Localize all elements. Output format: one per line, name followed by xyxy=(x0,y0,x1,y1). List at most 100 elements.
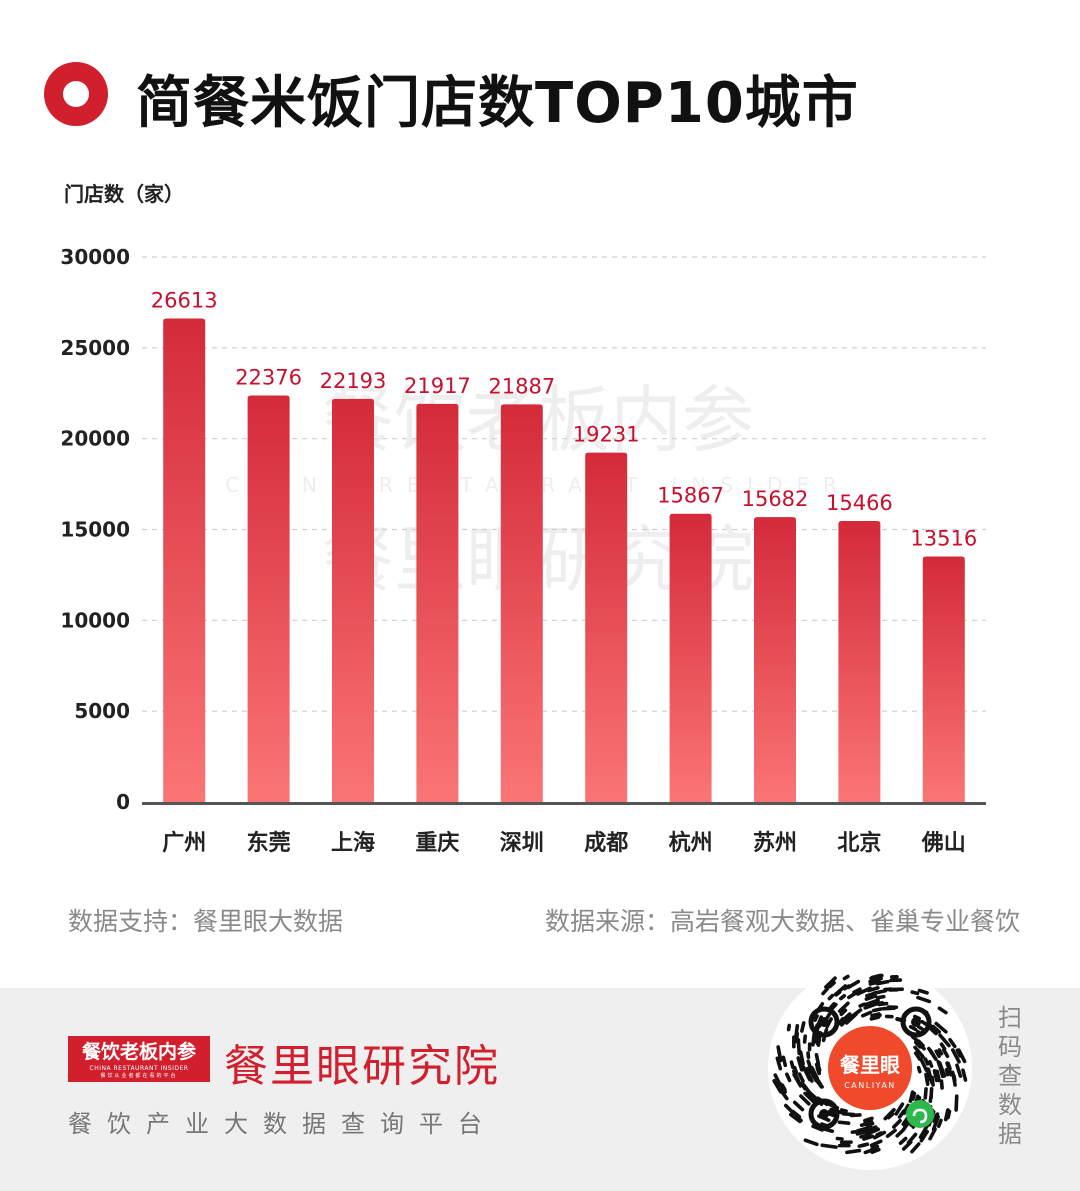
qr-dot xyxy=(833,984,848,997)
qr-dot xyxy=(929,1027,938,1036)
qr-dot xyxy=(938,1033,951,1048)
qr-dot xyxy=(785,1072,792,1083)
bar-3 xyxy=(416,403,459,802)
qr-dot xyxy=(798,1050,805,1066)
qr-dot xyxy=(935,1069,941,1083)
qr-dot xyxy=(875,994,886,1000)
x-tick-label-4: 深圳 xyxy=(500,831,544,856)
x-tick-label-7: 苏州 xyxy=(753,830,797,856)
qr-dot xyxy=(847,989,861,1000)
qr-dot xyxy=(913,1051,922,1061)
qr-dot xyxy=(859,1142,869,1148)
qr-dot xyxy=(796,1038,802,1056)
qr-dot xyxy=(800,1021,806,1033)
qr-dot xyxy=(908,1024,918,1032)
bar-9 xyxy=(922,556,965,802)
qr-dot xyxy=(943,1108,950,1122)
y-tick-label: 20000 xyxy=(60,427,130,451)
qr-dot xyxy=(946,1109,952,1120)
qr-dot xyxy=(837,1120,851,1125)
bar-5 xyxy=(585,452,628,802)
qr-dot xyxy=(821,987,830,996)
qr-dot xyxy=(858,1002,866,1008)
logo-cn: 餐饮老板内参 xyxy=(81,1041,196,1063)
qr-dot xyxy=(775,1056,783,1071)
qr-dot xyxy=(910,1142,921,1154)
qr-dot xyxy=(898,1136,908,1145)
qr-dot xyxy=(814,1053,821,1067)
qr-dot xyxy=(885,1128,897,1139)
qr-code-pattern: 餐里眼 CANLIYAN xyxy=(772,973,968,1155)
qr-dot xyxy=(869,973,884,981)
qr-dot xyxy=(859,1121,872,1128)
qr-dot xyxy=(871,1007,883,1013)
qr-dot xyxy=(792,1069,801,1083)
qr-dot xyxy=(860,1010,873,1018)
data-support-note: 数据支持：餐里眼大数据 xyxy=(68,907,344,936)
value-labels: 26613 22376 22193 21917 21887 19231 15867 15682… xyxy=(151,289,977,551)
qr-dot xyxy=(939,1079,944,1090)
page-title: 简餐米饭门店数TOP10城市 xyxy=(136,71,859,136)
bars xyxy=(163,318,965,802)
qr-dot xyxy=(872,988,888,996)
qr-dot xyxy=(827,993,835,1001)
qr-dot xyxy=(932,1069,939,1083)
bar-6 xyxy=(669,513,712,802)
qr-dot xyxy=(931,1115,940,1132)
qr-dot xyxy=(895,1128,905,1138)
qr-dot xyxy=(843,1012,852,1020)
qr-dot xyxy=(923,1057,930,1066)
qr-dot xyxy=(897,1109,906,1119)
qr-dot xyxy=(844,1012,858,1025)
y-ticks: 0 5000 10000 15000 20000 25000 30000 xyxy=(60,245,130,814)
qr-dot xyxy=(944,1067,950,1077)
qr-dot xyxy=(837,1016,845,1026)
brand-slogan: 餐饮产业大数据查询平台 xyxy=(68,1110,497,1138)
qr-dot xyxy=(938,1061,947,1078)
qr-dot xyxy=(805,1066,812,1075)
qr-dot xyxy=(870,1147,881,1154)
logo-en: CHINA RESTAURANT INSIDER xyxy=(89,1065,189,1072)
qr-dot xyxy=(828,1002,836,1011)
qr-dot xyxy=(934,1049,941,1059)
value-label-5: 19231 xyxy=(573,423,640,447)
value-label-2: 22193 xyxy=(320,369,387,393)
y-tick-label: 5000 xyxy=(74,699,130,723)
qr-dot xyxy=(791,1109,802,1119)
qr-code[interactable]: 餐里眼 CANLIYAN xyxy=(768,966,972,1170)
qr-dot xyxy=(927,1023,939,1033)
qr-dot xyxy=(908,1090,915,1103)
qr-dot xyxy=(780,1083,787,1092)
qr-dot xyxy=(845,1148,862,1155)
qr-dot xyxy=(839,1016,850,1027)
qr-dot xyxy=(869,1127,881,1135)
qr-dot xyxy=(773,1073,783,1088)
qr-dot xyxy=(919,1057,929,1072)
data-source-note: 数据来源：高岩餐观大数据、雀巢专业餐饮 xyxy=(544,907,1020,936)
qr-dot xyxy=(926,1067,934,1085)
qr-dot xyxy=(792,1065,799,1075)
qr-dot xyxy=(788,1112,802,1124)
qr-dot xyxy=(942,1048,950,1059)
y-tick-label: 25000 xyxy=(60,336,130,360)
qr-dot xyxy=(918,1124,929,1140)
qr-dot xyxy=(846,979,861,990)
value-label-6: 15867 xyxy=(657,484,724,508)
bar-2 xyxy=(332,398,374,802)
qr-dot xyxy=(913,1045,925,1059)
qr-dot xyxy=(917,988,929,995)
y-tick-label: 30000 xyxy=(60,245,130,269)
qr-dot xyxy=(955,1063,963,1078)
qr-dot xyxy=(951,1048,961,1064)
qr-dot xyxy=(815,1066,822,1076)
qr-dot xyxy=(863,998,880,1007)
value-label-9: 13516 xyxy=(910,526,977,550)
y-axis-label: 门店数（家） xyxy=(64,182,184,206)
title-ring-icon xyxy=(44,62,108,126)
qr-dot xyxy=(869,1015,881,1021)
qr-dot xyxy=(961,1068,968,1082)
qr-finder-core xyxy=(911,1017,921,1027)
qr-dot xyxy=(936,1118,943,1129)
qr-center-cn: 餐里眼 xyxy=(840,1053,900,1077)
qr-dot xyxy=(910,990,920,996)
